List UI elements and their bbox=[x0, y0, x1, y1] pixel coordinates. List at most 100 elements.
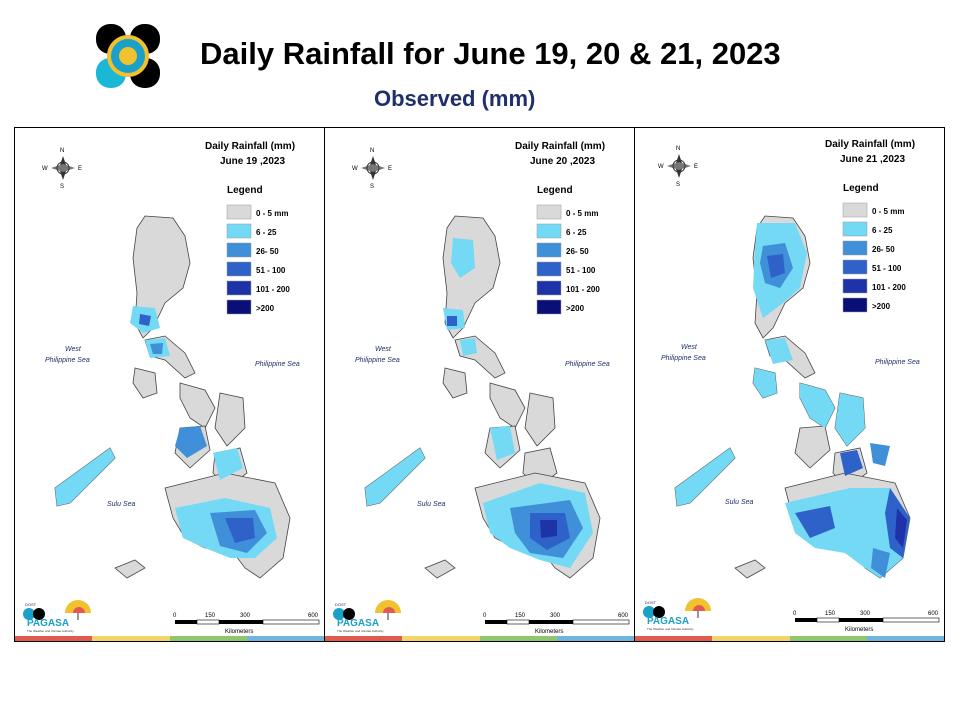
compass-rose bbox=[361, 156, 385, 180]
scale-tick-2: 300 bbox=[240, 613, 251, 619]
scale-tick-3: 600 bbox=[618, 613, 629, 619]
map-title-line2: June 19 ,2023 bbox=[220, 156, 285, 167]
color-strip bbox=[15, 636, 324, 641]
map-title-line1: Daily Rainfall (mm) bbox=[825, 139, 915, 150]
color-strip bbox=[325, 636, 634, 641]
map-panel-june-21: N S W E Daily Rainfall (mm) June 21 ,202… bbox=[634, 127, 945, 642]
pagasa-name: PAGASA bbox=[647, 616, 689, 627]
legend-label-5: >200 bbox=[872, 302, 891, 311]
legend: 0 - 5 mm 6 - 25 26- 50 51 - 100 101 - 20… bbox=[226, 204, 290, 315]
map-panel-june-20: N S W E Daily Rainfall (mm) June 20 ,202… bbox=[324, 127, 635, 642]
legend-label-0: 0 - 5 mm bbox=[256, 209, 288, 218]
scale-unit: Kilometers bbox=[845, 627, 873, 633]
scale-bar bbox=[175, 619, 320, 625]
legend-swatch-5 bbox=[842, 297, 868, 313]
scale-tick-1: 150 bbox=[205, 613, 216, 619]
legend-swatch-5 bbox=[536, 299, 562, 315]
legend-swatch-1 bbox=[536, 223, 562, 239]
label-west-sea: West bbox=[681, 344, 698, 351]
compass-east: E bbox=[694, 164, 698, 170]
dost-logo bbox=[96, 24, 160, 88]
pagasa-logo bbox=[333, 600, 401, 620]
legend: 0 - 5 mm 6 - 25 26- 50 51 - 100 101 - 20… bbox=[842, 202, 906, 313]
legend-label-3: 51 - 100 bbox=[256, 266, 286, 275]
pagasa-top: DOST bbox=[645, 600, 657, 605]
compass-east: E bbox=[78, 166, 82, 172]
scale-tick-2: 300 bbox=[550, 613, 561, 619]
legend-swatch-1 bbox=[842, 221, 868, 237]
scale-unit: Kilometers bbox=[535, 629, 563, 635]
scale-tick-0: 0 bbox=[793, 611, 797, 617]
scale-tick-3: 600 bbox=[308, 613, 319, 619]
pagasa-name: PAGASA bbox=[27, 618, 69, 629]
rain-overlay bbox=[55, 306, 277, 558]
legend-label-3: 51 - 100 bbox=[566, 266, 596, 275]
compass-north: N bbox=[370, 148, 374, 154]
label-west-sea-2: Philippine Sea bbox=[661, 355, 706, 362]
legend-swatch-2 bbox=[226, 242, 252, 258]
legend-label-2: 26- 50 bbox=[566, 247, 589, 256]
scale-tick-0: 0 bbox=[173, 613, 177, 619]
map-title-line1: Daily Rainfall (mm) bbox=[205, 141, 295, 152]
legend-label-0: 0 - 5 mm bbox=[566, 209, 598, 218]
page-title: Daily Rainfall for June 19, 20 & 21, 202… bbox=[200, 36, 781, 71]
pagasa-sub: The Weather and Climate Authority bbox=[647, 627, 694, 631]
legend-swatch-0 bbox=[226, 204, 252, 220]
compass-rose bbox=[667, 154, 691, 178]
label-west-sea-2: Philippine Sea bbox=[355, 357, 400, 364]
scale-tick-1: 150 bbox=[515, 613, 526, 619]
compass-north: N bbox=[676, 146, 680, 152]
compass-south: S bbox=[60, 184, 64, 190]
legend-swatch-4 bbox=[226, 280, 252, 296]
legend-label-4: 101 - 200 bbox=[872, 283, 906, 292]
rain-overlay bbox=[365, 238, 593, 568]
label-east-sea: Philippine Sea bbox=[255, 361, 300, 368]
legend-label-1: 6 - 25 bbox=[872, 226, 893, 235]
legend-swatch-3 bbox=[226, 261, 252, 277]
compass-rose bbox=[51, 156, 75, 180]
pagasa-top: DOST bbox=[335, 602, 347, 607]
label-west-sea: West bbox=[375, 346, 392, 353]
legend-title: Legend bbox=[537, 185, 573, 196]
pagasa-name: PAGASA bbox=[337, 618, 379, 629]
legend-label-4: 101 - 200 bbox=[256, 285, 290, 294]
legend-swatch-0 bbox=[536, 204, 562, 220]
legend-title: Legend bbox=[843, 183, 879, 194]
color-strip bbox=[635, 636, 944, 641]
map-panel-june-19: N S W E Daily Rainfall (mm) June 19 ,202… bbox=[14, 127, 325, 642]
legend-swatch-4 bbox=[536, 280, 562, 296]
label-sulu-sea: Sulu Sea bbox=[107, 501, 136, 508]
scale-tick-3: 600 bbox=[928, 611, 939, 617]
legend-label-1: 6 - 25 bbox=[566, 228, 587, 237]
label-west-sea-2: Philippine Sea bbox=[45, 357, 90, 364]
compass-west: W bbox=[42, 166, 48, 172]
legend-label-0: 0 - 5 mm bbox=[872, 207, 904, 216]
compass-west: W bbox=[658, 164, 664, 170]
rain-overlay bbox=[675, 223, 910, 578]
legend-label-5: >200 bbox=[566, 304, 585, 313]
map-title-line2: June 21 ,2023 bbox=[840, 154, 905, 165]
legend-label-2: 26- 50 bbox=[872, 245, 895, 254]
label-sulu-sea: Sulu Sea bbox=[725, 499, 754, 506]
compass-south: S bbox=[370, 184, 374, 190]
scale-bar bbox=[795, 617, 940, 623]
legend-label-2: 26- 50 bbox=[256, 247, 279, 256]
legend-swatch-1 bbox=[226, 223, 252, 239]
pagasa-logo bbox=[23, 600, 91, 620]
legend-swatch-3 bbox=[842, 259, 868, 275]
legend-label-1: 6 - 25 bbox=[256, 228, 277, 237]
legend-label-5: >200 bbox=[256, 304, 275, 313]
label-east-sea: Philippine Sea bbox=[565, 361, 610, 368]
compass-south: S bbox=[676, 182, 680, 188]
legend-swatch-5 bbox=[226, 299, 252, 315]
scale-tick-0: 0 bbox=[483, 613, 487, 619]
pagasa-top: DOST bbox=[25, 602, 37, 607]
page-subtitle: Observed (mm) bbox=[374, 86, 536, 111]
pagasa-logo bbox=[643, 598, 711, 618]
legend-swatch-3 bbox=[536, 261, 562, 277]
scale-tick-1: 150 bbox=[825, 611, 836, 617]
compass-west: W bbox=[352, 166, 358, 172]
map-title-line2: June 20 ,2023 bbox=[530, 156, 595, 167]
label-west-sea: West bbox=[65, 346, 82, 353]
legend-swatch-2 bbox=[536, 242, 562, 258]
